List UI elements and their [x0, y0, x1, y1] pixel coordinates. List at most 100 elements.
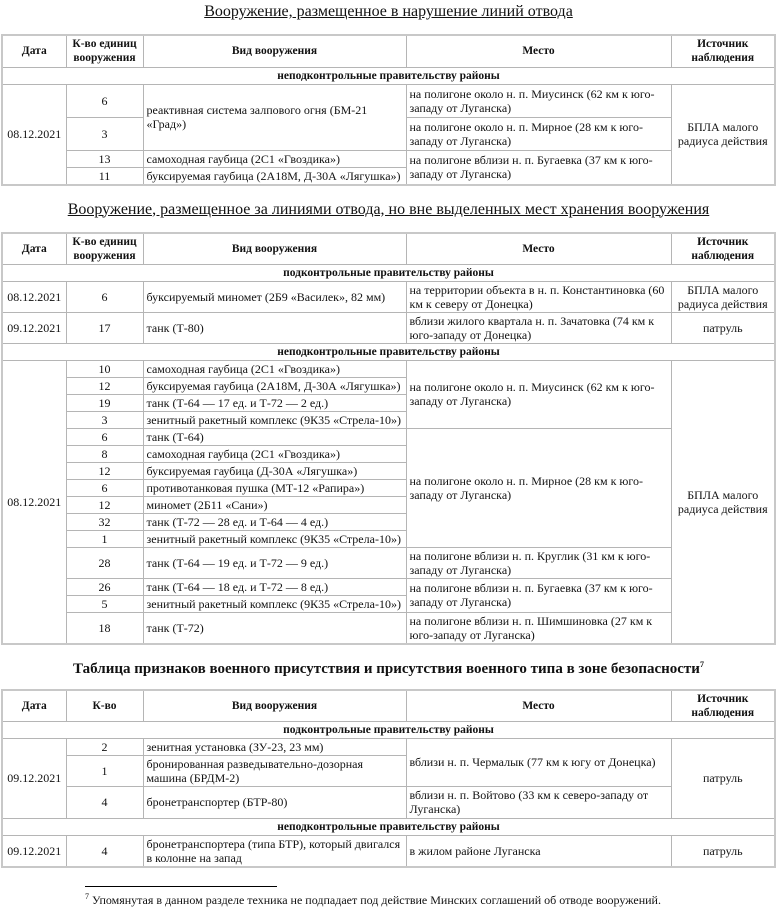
- date-cell: 08.12.2021: [1, 359, 67, 644]
- type-cell: буксируемый миномет (2Б9 «Василек», 82 м…: [142, 280, 407, 313]
- table-violations: Дата К-во единиц вооружения Вид вооружен…: [1, 34, 776, 186]
- qty-cell: 32: [65, 512, 144, 531]
- section-title-1: Вооружение, размещенное в нарушение лини…: [204, 3, 573, 20]
- type-cell: самоходная гаубица (2С1 «Гвоздика»): [142, 444, 407, 463]
- qty-cell: 4: [65, 834, 144, 867]
- qty-cell: 18: [65, 611, 144, 644]
- header-type: Вид вооружения: [142, 232, 407, 265]
- type-cell: зенитная установка (ЗУ-23, 23 мм): [142, 737, 407, 756]
- table-row: 6 танк (Т-64) на полигоне около н. п. Мирн…: [2, 427, 775, 548]
- table-row: 32 танк (Т-72 — 28 ед. и Т-64 — 4 ед.): [2, 512, 775, 531]
- date-cell: 08.12.2021: [1, 83, 67, 185]
- qty-cell: 3: [65, 116, 144, 151]
- qty-cell: 6: [65, 478, 144, 497]
- table-row: 4 бронетранспортер (БТР-80) вблизи н. п.…: [2, 785, 775, 819]
- table-row: 12 буксируемая гаубица (2А18М, Д-30А «Ляг…: [2, 376, 775, 395]
- type-cell: бронетранспортер (БТР-80): [142, 785, 407, 819]
- table-row: 11 буксируемая гаубица (2А18М, Д-30А «Ля…: [2, 166, 775, 185]
- type-cell: танк (Т-72): [142, 611, 407, 644]
- header-qty: К-во: [65, 689, 144, 722]
- qty-cell: 6: [65, 427, 144, 446]
- type-cell: буксируемая гаубица (Д-30А «Лягушка»): [142, 461, 407, 480]
- type-cell: самоходная гаубица (2С1 «Гвоздика»): [142, 149, 407, 168]
- footnote-ref[interactable]: 7: [699, 659, 704, 669]
- table-row: 08.12.2021 6 буксируемый миномет (2Б9 «В…: [1, 280, 776, 313]
- type-cell: буксируемая гаубица (2А18М, Д-30А «Лягуш…: [142, 166, 407, 185]
- section-title-3: Таблица признаков военного присутствия и…: [73, 659, 704, 677]
- table-row: 08.12.2021 6 реактивная система залповог…: [1, 83, 776, 185]
- type-cell: танк (Т-72 — 28 ед. и Т-64 — 4 ед.): [142, 512, 407, 531]
- type-cell: танк (Т-64 — 18 ед. и Т-72 — 8 ед.): [142, 577, 407, 596]
- type-cell: миномет (2Б11 «Сани»): [142, 495, 407, 514]
- source-cell: БПЛА малого радиуса действия: [670, 359, 776, 644]
- table-row: 28 танк (Т-64 — 19 ед. и Т-72 — 9 ед.) на …: [2, 546, 775, 579]
- qty-cell: 8: [65, 444, 144, 463]
- qty-cell: 17: [65, 311, 144, 344]
- region-row: неподконтрольные правительству районы: [1, 66, 776, 85]
- place-cell: на полигоне около н. п. Миусинск (62 км …: [405, 359, 672, 429]
- place-cell: на полигоне около н. п. Мирное (28 км к …: [405, 427, 672, 548]
- type-cell: зенитный ракетный комплекс (9К35 «Стрела…: [142, 410, 407, 429]
- place-cell: на полигоне вблизи н. п. Бугаевка (37 км…: [405, 577, 672, 613]
- type-cell: бронированная разведывательно-дозорная м…: [142, 754, 407, 787]
- header-place: Место: [405, 689, 672, 722]
- source-cell: БПЛА малого радиуса действия: [670, 280, 776, 313]
- header-place: Место: [405, 34, 672, 68]
- date-cell: 09.12.2021: [1, 834, 67, 867]
- type-cell: танк (Т-80): [142, 311, 407, 344]
- table-row: 5 зенитный ракетный комплекс (9К35 «Стрел…: [2, 594, 775, 613]
- footnote-divider: [85, 885, 277, 887]
- table-row: 13 самоходная гаубица (2С1 «Гвоздика») н…: [2, 149, 775, 185]
- qty-cell: 2: [65, 737, 144, 756]
- header-type: Вид вооружения: [142, 689, 407, 722]
- place-cell: вблизи н. п. Чермалык (77 км к югу от До…: [405, 737, 672, 787]
- table-military-presence: Дата К-во Вид вооружения Место Источник …: [1, 688, 776, 868]
- place-cell: вблизи жилого квартала н. п. Зачатовка (…: [405, 311, 672, 344]
- header-source: Источник наблюдения: [670, 34, 776, 68]
- place-cell: на территории объекта в н. п. Константин…: [405, 280, 672, 313]
- qty-cell: 28: [65, 546, 144, 579]
- type-cell: зенитный ракетный комплекс (9К35 «Стрела…: [142, 529, 407, 548]
- type-cell: противотанковая пушка (МТ-12 «Рапира»): [142, 478, 407, 497]
- header-row: Дата К-во единиц вооружения Вид вооружен…: [1, 34, 776, 68]
- type-cell: самоходная гаубица (2С1 «Гвоздика»): [142, 359, 407, 378]
- table-outside-storage: Дата К-во единиц вооружения Вид вооружен…: [1, 231, 776, 645]
- date-cell: 09.12.2021: [1, 737, 67, 819]
- table-row: 6 противотанковая пушка (МТ-12 «Рапира»): [2, 478, 775, 497]
- type-cell: буксируемая гаубица (2А18М, Д-30А «Лягуш…: [142, 376, 407, 395]
- table-row: 1 зенитный ракетный комплекс (9К35 «Стрел…: [2, 529, 775, 548]
- header-date: Дата: [1, 689, 67, 722]
- type-cell: зенитный ракетный комплекс (9К35 «Стрела…: [142, 594, 407, 613]
- footnote-text: Упомянутая в данном разделе техника не п…: [92, 892, 661, 907]
- region-row: неподконтрольные правительству районы: [1, 342, 776, 361]
- type-cell: бронетранспортера (типа БТР), который дв…: [142, 834, 407, 867]
- qty-cell: 1: [65, 529, 144, 548]
- type-cell: танк (Т-64 — 17 ед. и Т-72 — 2 ед.): [142, 393, 407, 412]
- header-qty: К-во единиц вооружения: [65, 34, 144, 68]
- qty-cell: 10: [65, 359, 144, 378]
- qty-cell: 19: [65, 393, 144, 412]
- header-source: Источник наблюдения: [670, 689, 776, 722]
- place-cell: на полигоне вблизи н. п. Круглик (31 км …: [405, 546, 672, 579]
- qty-cell: 13: [65, 149, 144, 168]
- header-source: Источник наблюдения: [670, 232, 776, 265]
- qty-cell: 5: [65, 594, 144, 613]
- header-row: Дата К-во Вид вооружения Место Источник …: [1, 689, 776, 722]
- header-date: Дата: [1, 232, 67, 265]
- region-row: подконтрольные правительству районы: [1, 720, 776, 739]
- header-date: Дата: [1, 34, 67, 68]
- source-cell: патруль: [670, 737, 776, 819]
- date-cell: 08.12.2021: [1, 280, 67, 313]
- place-cell: на полигоне вблизи н. п. Шимшиновка (27 …: [405, 611, 672, 644]
- source-cell: БПЛА малого радиуса действия: [670, 83, 776, 185]
- table-row: 08.12.2021 10 самоходная гаубица (2С1 «Гво…: [1, 359, 776, 644]
- qty-cell: 12: [65, 376, 144, 395]
- table-row: 1 бронированная разведывательно-дозорная…: [2, 754, 775, 787]
- qty-cell: 4: [65, 785, 144, 819]
- table-row: 09.12.2021 4 бронетранспортера (типа БТР…: [1, 834, 776, 867]
- footnote: 7 Упомянутая в данном разделе техника не…: [85, 892, 707, 916]
- qty-cell: 12: [65, 461, 144, 480]
- qty-cell: 3: [65, 410, 144, 429]
- header-qty: К-во единиц вооружения: [65, 232, 144, 265]
- header-place: Место: [405, 232, 672, 265]
